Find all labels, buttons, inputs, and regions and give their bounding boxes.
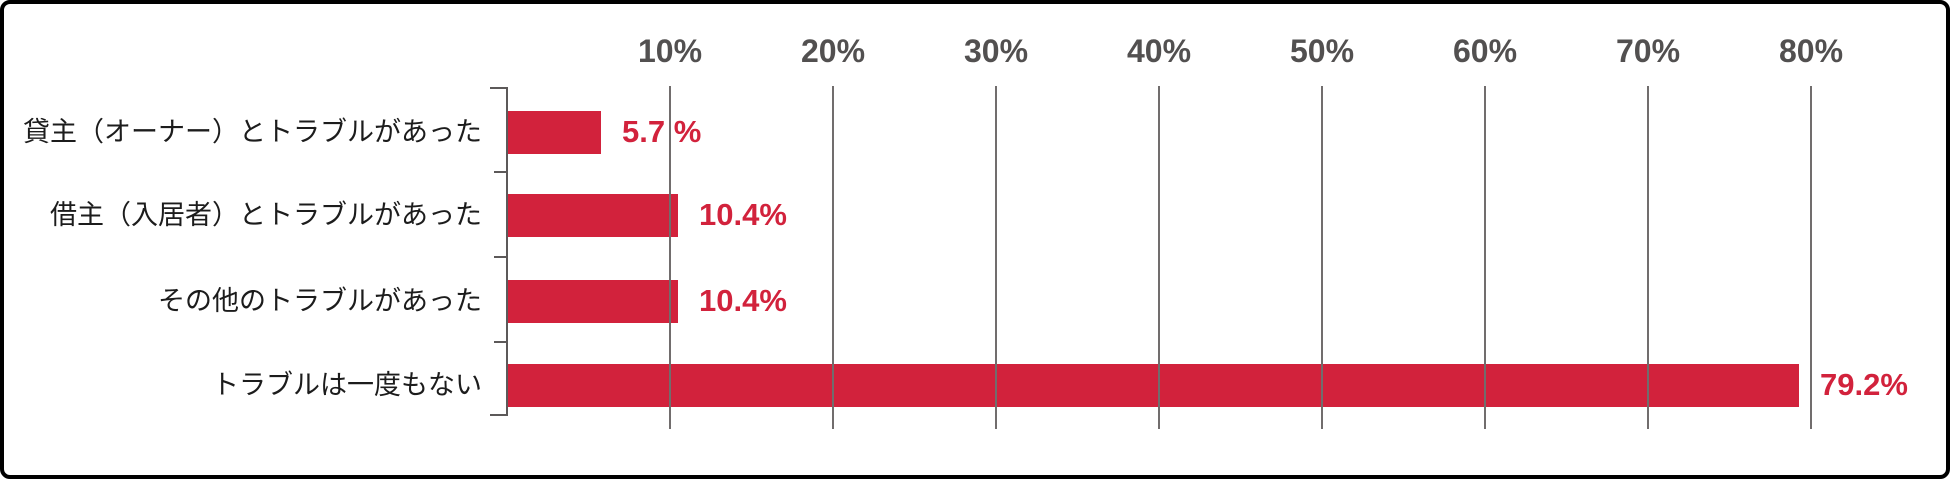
gridline (1158, 86, 1160, 429)
category-label: その他のトラブルがあった (158, 286, 482, 316)
x-tick-label: 50% (1289, 33, 1355, 69)
gridline (1647, 86, 1649, 429)
horizontal-bar-chart: 10% 20% 30% 40% 50% 60% 70% 80% 貸主（オーナー）とトラブルがあ… (4, 4, 1946, 475)
value-label: 79.2% (1820, 367, 1908, 402)
bar (508, 363, 1799, 407)
value-label: 10.4% (699, 283, 787, 318)
bar (508, 193, 678, 237)
value-label: 10.4% (699, 197, 787, 232)
x-tick-label: 70% (1615, 33, 1681, 69)
x-tick-label: 80% (1778, 33, 1844, 69)
gridline (1810, 86, 1812, 429)
y-axis-line (506, 87, 508, 416)
y-axis-tick (494, 256, 507, 258)
y-axis-tick (494, 341, 507, 343)
bar (508, 110, 601, 154)
x-tick-label: 10% (637, 33, 703, 69)
bar (508, 279, 678, 323)
category-label: トラブルは一度もない (212, 370, 482, 400)
gridline (832, 86, 834, 429)
y-axis-tick (494, 171, 507, 173)
gridline (1321, 86, 1323, 429)
y-axis-tick (490, 87, 507, 89)
gridline (995, 86, 997, 429)
gridline (669, 86, 671, 429)
x-tick-label: 60% (1452, 33, 1518, 69)
category-label: 貸主（オーナー）とトラブルがあった (23, 117, 482, 147)
value-label: 5.7 % (622, 114, 702, 149)
category-label: 借主（入居者）とトラブルがあった (50, 200, 482, 230)
y-axis-tick (490, 414, 507, 416)
x-tick-label: 40% (1126, 33, 1192, 69)
x-tick-label: 20% (800, 33, 866, 69)
gridline (1484, 86, 1486, 429)
x-tick-label: 30% (963, 33, 1029, 69)
